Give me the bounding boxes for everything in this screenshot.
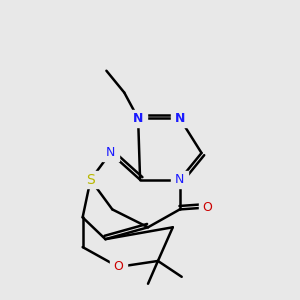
Bar: [82, 171, 99, 188]
Text: O: O: [202, 201, 212, 214]
Text: O: O: [113, 260, 123, 273]
Bar: [171, 110, 188, 127]
Bar: [110, 259, 127, 275]
Text: N: N: [106, 146, 115, 160]
Bar: [130, 110, 146, 127]
Text: S: S: [86, 173, 95, 187]
Text: N: N: [175, 173, 184, 186]
Bar: [199, 199, 216, 216]
Text: N: N: [133, 112, 143, 125]
Text: N: N: [175, 112, 185, 125]
Bar: [171, 171, 188, 188]
Bar: [102, 145, 119, 161]
